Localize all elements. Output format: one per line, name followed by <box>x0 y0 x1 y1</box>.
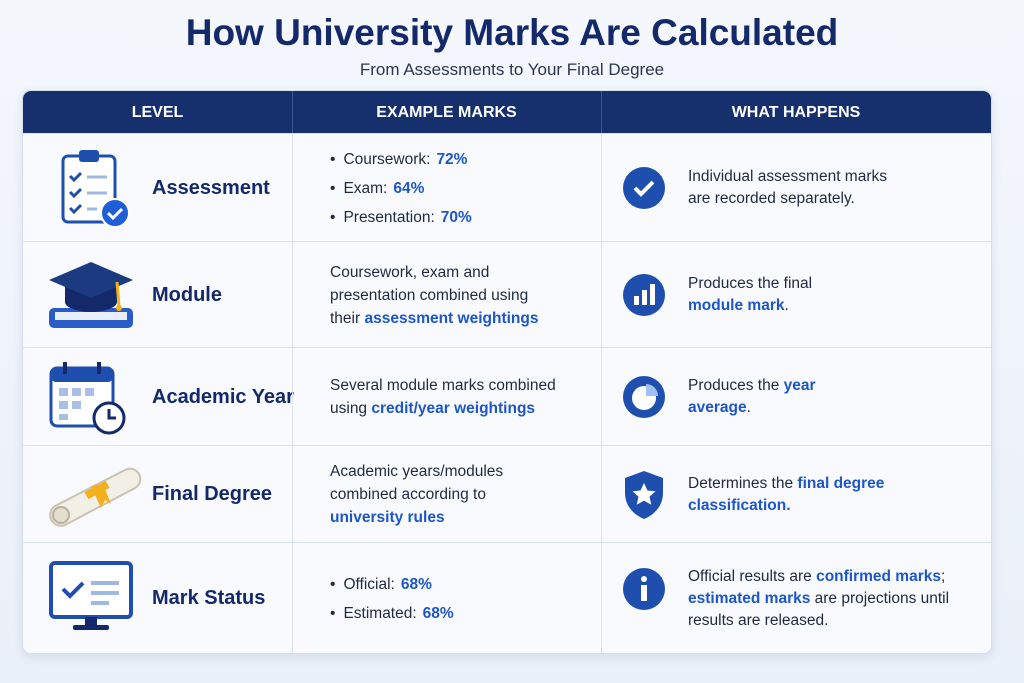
outcome: Produces the year average. <box>688 348 868 446</box>
text: Produces the final <box>688 275 813 292</box>
text: . <box>784 297 789 314</box>
emphasis: final degree classification. <box>688 474 885 514</box>
level-label: Assessment <box>152 176 270 199</box>
text: . <box>746 399 751 416</box>
example-marks: Coursework: 72% Exam: 64% Presentation: 70% <box>330 134 472 242</box>
mark-item: Presentation: 70% <box>330 203 472 232</box>
text: are projections until results are releas… <box>688 589 950 629</box>
table-row: Assessment Coursework: 72% Exam: 64% Present… <box>23 133 991 242</box>
text: ; <box>941 567 946 585</box>
emphasis: assessment weightings <box>364 309 539 327</box>
text-block: Individual assessment marks are recorded… <box>688 166 908 210</box>
emphasis: confirmed marks <box>816 567 941 585</box>
table: LEVEL EXAMPLE MARKS WHAT HAPPENS Assessm… <box>22 90 992 654</box>
pie-icon <box>623 376 665 418</box>
diploma-icon <box>49 467 142 527</box>
monitor-icon <box>49 561 133 630</box>
subtitle: From Assessments to Your Final Degree <box>359 60 665 79</box>
table-row: Final Degree Academic years/modules comb… <box>23 445 991 543</box>
outcome: Produces the final module mark. <box>688 242 868 348</box>
graduation-icon <box>49 262 133 328</box>
text: Coursework, exam and presentation combin… <box>330 263 529 327</box>
text: Produces the <box>688 377 784 394</box>
mark-value: 64% <box>393 179 425 197</box>
clipboard-icon <box>61 150 130 228</box>
header-divider <box>601 91 602 133</box>
level-label: Final Degree <box>152 483 273 505</box>
outcome: Determines the final degree classificati… <box>688 446 903 543</box>
text-block: Academic years/modules combined accordin… <box>330 460 520 529</box>
outcome: Official results are confirmed marks; es… <box>688 543 953 653</box>
level-label: Module <box>152 283 222 306</box>
text: Individual assessment marks are recorded… <box>688 168 887 207</box>
example-marks: Academic years/modules combined accordin… <box>330 446 520 543</box>
column-divider <box>292 91 293 653</box>
level-label: Mark Status <box>152 587 266 609</box>
emphasis: module mark <box>688 297 785 314</box>
table-row: Academic Year Several module marks combi… <box>23 347 991 446</box>
text: Several module marks combined using <box>330 377 556 417</box>
calendar-icon <box>49 362 126 435</box>
mark-value: 68% <box>422 604 454 622</box>
table-row: Module Coursework, exam and presentation… <box>23 241 991 348</box>
mark-item: Coursework: 72% <box>330 145 472 174</box>
mark-list: Official: 68% Estimated: 68% <box>330 570 454 628</box>
table-row: Mark Status Official: 68% Estimated: 68% Of… <box>23 542 991 653</box>
example-marks: Coursework, exam and presentation combin… <box>330 242 555 348</box>
text: Official results are <box>688 567 817 585</box>
title: How University Marks Are Calculated <box>185 12 839 53</box>
text-block: Several module marks combined using cred… <box>330 374 570 420</box>
mark-value: 70% <box>440 208 472 226</box>
column-header: LEVEL <box>131 104 184 121</box>
shield-icon <box>625 471 663 519</box>
text-block: Official results are confirmed marks; es… <box>688 566 953 632</box>
mark-item: Estimated: 68% <box>330 599 454 628</box>
mark-item: Official: 68% <box>330 570 454 599</box>
mark-label: Official: <box>343 575 395 593</box>
emphasis: estimated marks <box>688 589 811 607</box>
outcome: Individual assessment marks are recorded… <box>688 134 908 242</box>
emphasis: credit/year weightings <box>371 400 536 417</box>
emphasis: university rules <box>330 509 445 526</box>
table-header: LEVEL EXAMPLE MARKS WHAT HAPPENS <box>23 91 991 133</box>
mark-label: Presentation: <box>343 208 435 226</box>
emphasis: year average <box>688 377 816 416</box>
mark-list: Coursework: 72% Exam: 64% Presentation: 70% <box>330 145 472 232</box>
text-block: Determines the final degree classificati… <box>688 473 903 517</box>
mark-label: Estimated: <box>343 604 417 622</box>
mark-label: Exam: <box>343 179 388 197</box>
chart-icon <box>623 274 665 316</box>
text-block: Produces the year average. <box>688 375 868 419</box>
mark-value: 68% <box>400 575 432 593</box>
mark-item: Exam: 64% <box>330 174 472 203</box>
column-divider <box>601 91 602 653</box>
header-divider <box>292 91 293 133</box>
text: Academic years/modules combined accordin… <box>330 463 504 503</box>
text-block: Produces the final module mark. <box>688 273 868 317</box>
info-icon <box>623 568 665 610</box>
example-marks: Official: 68% Estimated: 68% <box>330 543 454 653</box>
check-icon <box>623 167 665 209</box>
text-block: Coursework, exam and presentation combin… <box>330 261 555 330</box>
example-marks: Several module marks combined using cred… <box>330 348 570 446</box>
column-header: WHAT HAPPENS <box>731 104 861 121</box>
text: Determines the <box>688 474 798 492</box>
column-header: EXAMPLE MARKS <box>376 104 517 121</box>
mark-value: 72% <box>436 150 468 168</box>
mark-label: Coursework: <box>343 150 431 168</box>
level-label: Academic Year <box>152 385 294 408</box>
